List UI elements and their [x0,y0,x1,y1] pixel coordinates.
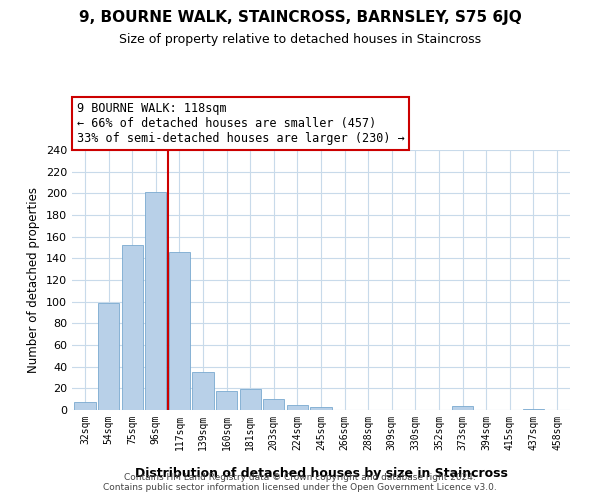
Bar [310,407,332,410]
Text: 9, BOURNE WALK, STAINCROSS, BARNSLEY, S75 6JQ: 9, BOURNE WALK, STAINCROSS, BARNSLEY, S7… [79,10,521,25]
Bar [193,372,214,410]
Text: Contains HM Land Registry data © Crown copyright and database right 2024.
Contai: Contains HM Land Registry data © Crown c… [103,473,497,492]
Y-axis label: Number of detached properties: Number of detached properties [28,187,40,373]
Bar [122,246,143,410]
Bar [239,390,261,410]
Bar [74,402,95,410]
Text: Distribution of detached houses by size in Staincross: Distribution of detached houses by size … [134,467,508,480]
Bar [523,409,544,410]
Bar [98,302,119,410]
Text: Size of property relative to detached houses in Staincross: Size of property relative to detached ho… [119,32,481,46]
Bar [452,406,473,410]
Bar [169,252,190,410]
Bar [287,404,308,410]
Bar [263,399,284,410]
Bar [145,192,166,410]
Text: 9 BOURNE WALK: 118sqm
← 66% of detached houses are smaller (457)
33% of semi-det: 9 BOURNE WALK: 118sqm ← 66% of detached … [77,102,405,145]
Bar [216,390,237,410]
